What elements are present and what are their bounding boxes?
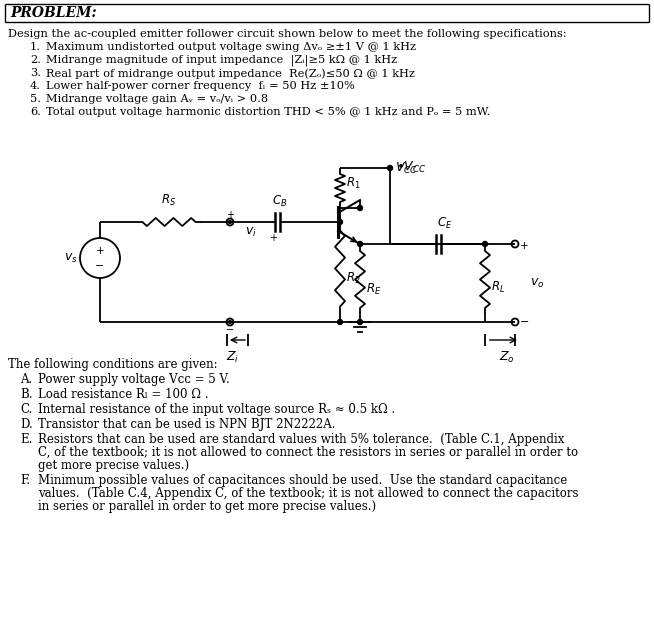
Text: $Z_o$: $Z_o$ (499, 350, 515, 365)
Text: $Z_i$: $Z_i$ (226, 350, 239, 365)
Text: Load resistance Rₗ = 100 Ω .: Load resistance Rₗ = 100 Ω . (38, 388, 209, 401)
Text: −: − (95, 261, 105, 271)
Text: −: − (520, 317, 529, 327)
Text: 3.: 3. (30, 68, 41, 78)
Text: PROBLEM:: PROBLEM: (10, 6, 97, 20)
Text: +: + (520, 241, 528, 251)
Text: values.  (Table C.4, Appendix C, of the textbook; it is not allowed to connect t: values. (Table C.4, Appendix C, of the t… (38, 487, 579, 500)
Text: 1.: 1. (30, 42, 41, 52)
Text: C, of the textbook; it is not allowed to connect the resistors in series or para: C, of the textbook; it is not allowed to… (38, 446, 578, 459)
Text: Transistor that can be used is NPN BJT 2N2222A.: Transistor that can be used is NPN BJT 2… (38, 418, 336, 431)
Text: D.: D. (20, 418, 33, 431)
Text: Design the ac-coupled emitter follower circuit shown below to meet the following: Design the ac-coupled emitter follower c… (8, 29, 566, 39)
Text: $v_o$: $v_o$ (530, 276, 544, 290)
Text: Midrange voltage gain Aᵥ = vₒ/vᵢ > 0.8: Midrange voltage gain Aᵥ = vₒ/vᵢ > 0.8 (46, 94, 268, 104)
Text: Internal resistance of the input voltage source Rₛ ≈ 0.5 kΩ .: Internal resistance of the input voltage… (38, 403, 395, 416)
Text: Real part of midrange output impedance  Re(Zₒ)≤50 Ω @ 1 kHz: Real part of midrange output impedance R… (46, 68, 415, 79)
Text: $C_B$: $C_B$ (272, 194, 287, 209)
Circle shape (337, 219, 343, 224)
Text: 5.: 5. (30, 94, 41, 104)
Text: B.: B. (20, 388, 33, 401)
Text: $v_i$: $v_i$ (245, 226, 257, 238)
Circle shape (337, 319, 343, 324)
Text: Resistors that can be used are standard values with 5% tolerance.  (Table C.1, A: Resistors that can be used are standard … (38, 433, 564, 446)
Text: +: + (269, 233, 277, 243)
Text: $R_L$: $R_L$ (491, 280, 506, 295)
Text: A.: A. (20, 373, 32, 386)
Text: Midrange magnitude of input impedance  |Zᵢ|≥5 kΩ @ 1 kHz: Midrange magnitude of input impedance |Z… (46, 55, 397, 67)
Circle shape (228, 221, 232, 224)
Text: Maximum undistorted output voltage swing Δvₒ ≥±1 V @ 1 kHz: Maximum undistorted output voltage swing… (46, 42, 416, 52)
Text: Lower half-power corner frequency  fₗ = 50 Hz ±10%: Lower half-power corner frequency fₗ = 5… (46, 81, 354, 91)
Circle shape (358, 206, 362, 210)
Text: $R_S$: $R_S$ (162, 193, 177, 208)
Text: 6.: 6. (30, 107, 41, 117)
Text: 2.: 2. (30, 55, 41, 65)
Text: Minimum possible values of capacitances should be used.  Use the standard capaci: Minimum possible values of capacitances … (38, 474, 567, 487)
Circle shape (358, 242, 362, 247)
Circle shape (483, 242, 487, 247)
Circle shape (358, 319, 362, 324)
Text: Total output voltage harmonic distortion THD < 5% @ 1 kHz and Pₒ = 5 mW.: Total output voltage harmonic distortion… (46, 107, 490, 117)
Text: E.: E. (20, 433, 33, 446)
Text: +: + (226, 210, 234, 220)
Text: $v_s$: $v_s$ (64, 251, 78, 265)
Text: +: + (95, 246, 104, 256)
Text: 4.: 4. (30, 81, 41, 91)
Text: −: − (226, 325, 234, 335)
Text: $C_E$: $C_E$ (437, 216, 453, 231)
Text: $V_{CC}$: $V_{CC}$ (395, 160, 418, 176)
Circle shape (228, 320, 232, 324)
Text: C.: C. (20, 403, 33, 416)
Text: in series or parallel in order to get more precise values.): in series or parallel in order to get mo… (38, 500, 376, 513)
Text: $R_1$: $R_1$ (346, 176, 360, 190)
Text: Power supply voltage Vᴄᴄ = 5 V.: Power supply voltage Vᴄᴄ = 5 V. (38, 373, 230, 386)
Text: $\bullet V_{CC}$: $\bullet V_{CC}$ (396, 160, 426, 174)
Text: F.: F. (20, 474, 30, 487)
Text: $R_2$: $R_2$ (346, 271, 360, 286)
Text: The following conditions are given:: The following conditions are given: (8, 358, 218, 371)
Text: get more precise values.): get more precise values.) (38, 459, 189, 472)
Circle shape (388, 165, 392, 171)
Text: $R_E$: $R_E$ (366, 282, 381, 297)
